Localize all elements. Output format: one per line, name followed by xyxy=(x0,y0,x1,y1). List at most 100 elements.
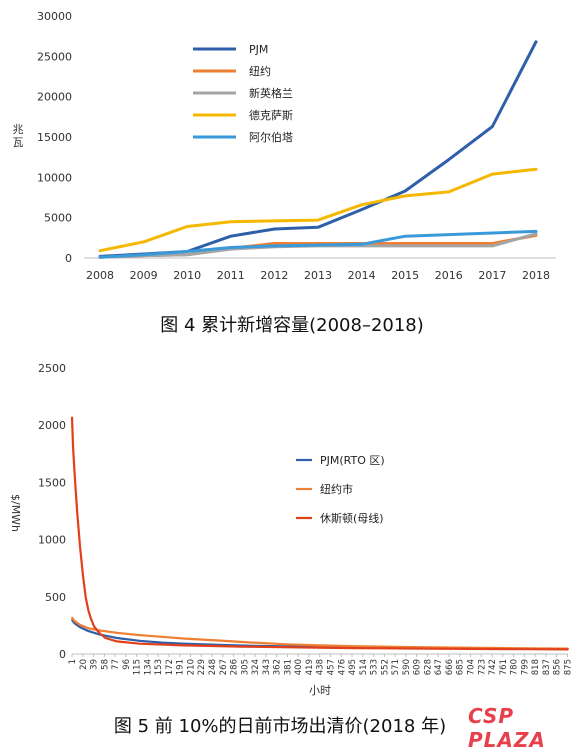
x-tick-label-799: 799 xyxy=(520,659,530,675)
data-point-1-7 xyxy=(161,636,163,638)
data-point-2-21 xyxy=(567,648,569,651)
data-point-2-7 xyxy=(404,244,407,248)
series-line-2 xyxy=(70,417,569,651)
data-point-1-0 xyxy=(71,616,73,619)
x-tick-label-381: 381 xyxy=(283,659,293,675)
x-tick-label-837: 837 xyxy=(542,659,552,675)
series-line-1 xyxy=(71,616,569,650)
y-tick-label-3: 1500 xyxy=(38,476,66,489)
x-axis-label: 小时 xyxy=(309,684,331,697)
x-tick-label-2015: 2015 xyxy=(391,269,419,282)
x-tick-label-115: 115 xyxy=(133,659,143,675)
data-point-3-7 xyxy=(404,194,407,198)
legend-label-0: PJM(RTO 区) xyxy=(320,454,385,467)
data-point-1-9 xyxy=(491,242,494,245)
x-tick-label-875: 875 xyxy=(563,659,573,675)
data-point-3-3 xyxy=(229,220,232,223)
y-tick-label-4: 20000 xyxy=(37,91,72,104)
x-tick-label-533: 533 xyxy=(370,659,380,675)
x-tick-label-2011: 2011 xyxy=(217,269,245,282)
y-tick-label-6: 30000 xyxy=(37,10,72,23)
data-point-2-17 xyxy=(354,647,356,649)
data-point-2-19 xyxy=(467,648,470,650)
y-tick-label-0: 0 xyxy=(59,648,66,661)
x-tick-label-267: 267 xyxy=(219,659,229,675)
data-point-2-18 xyxy=(410,647,413,650)
data-point-0-9 xyxy=(491,125,494,128)
x-tick-label-229: 229 xyxy=(197,659,207,675)
x-tick-label-1: 1 xyxy=(68,659,78,664)
data-point-1-12 xyxy=(320,644,322,647)
data-point-3-2 xyxy=(186,225,189,228)
x-tick-label-2016: 2016 xyxy=(435,269,463,282)
data-point-0-1 xyxy=(73,622,76,624)
data-point-2-8 xyxy=(447,244,450,248)
series-line-3 xyxy=(98,167,538,253)
x-tick-label-134: 134 xyxy=(143,659,153,675)
x-tick-label-438: 438 xyxy=(316,659,326,675)
x-tick-label-2009: 2009 xyxy=(130,269,158,282)
data-point-0-8 xyxy=(447,158,450,161)
x-tick-label-609: 609 xyxy=(413,659,423,675)
y-tick-label-1: 5000 xyxy=(44,212,72,225)
data-point-0-6 xyxy=(360,208,363,211)
chart-day-ahead-price: 0 500 1000 1500 2000 2500 1 20 39 58 77 96 115 134 153… xyxy=(9,362,573,697)
x-tick-label-685: 685 xyxy=(456,659,466,675)
data-point-2-10 xyxy=(98,632,101,635)
x-tick-label-324: 324 xyxy=(251,659,261,675)
watermark-logo: CSP PLAZA xyxy=(468,704,546,752)
data-point-2-10 xyxy=(534,232,538,235)
data-point-2-16 xyxy=(297,646,299,649)
data-point-1-2 xyxy=(79,624,81,626)
data-point-4-7 xyxy=(404,235,407,238)
x-tick-label-761: 761 xyxy=(499,659,509,675)
x-tick-label-818: 818 xyxy=(531,659,541,675)
data-point-3-1 xyxy=(142,240,145,244)
data-point-3-5 xyxy=(316,218,320,222)
data-point-2-12 xyxy=(115,640,118,643)
data-point-0-4 xyxy=(273,227,276,231)
x-tick-label-780: 780 xyxy=(510,659,520,675)
x-tick-label-286: 286 xyxy=(230,659,240,675)
data-point-0-8 xyxy=(184,642,186,645)
x-tick-label-191: 191 xyxy=(176,659,186,675)
data-point-3-9 xyxy=(491,172,494,176)
data-point-1-4 xyxy=(273,242,276,245)
data-point-2-9 xyxy=(93,625,95,628)
x-tick-label-514: 514 xyxy=(359,659,369,675)
data-point-2-7 xyxy=(87,609,90,612)
data-point-1-4 xyxy=(98,629,101,632)
data-point-2-20 xyxy=(524,648,526,650)
legend-label-0: PJM xyxy=(249,43,268,56)
x-tick-label-2018: 2018 xyxy=(522,269,550,282)
x-tick-label-723: 723 xyxy=(477,659,487,675)
figure5-caption: 图 5 前 10%的日前市场出清价(2018 年) xyxy=(113,716,447,737)
legend-label-4: 阿尔伯塔 xyxy=(249,130,293,144)
data-point-2-0 xyxy=(71,416,73,418)
legend-label-2: 新英格兰 xyxy=(249,86,293,100)
y-tick-label-0: 0 xyxy=(65,252,72,265)
x-tick-label-2012: 2012 xyxy=(260,269,288,282)
data-point-3-0 xyxy=(98,249,102,252)
data-point-3-8 xyxy=(447,190,450,194)
legend-label-1: 纽约市 xyxy=(320,482,353,496)
data-point-1-5 xyxy=(115,632,118,634)
legend-label-3: 德克萨斯 xyxy=(249,108,293,122)
data-point-1-9 xyxy=(218,639,220,642)
x-tick-label-343: 343 xyxy=(262,659,272,675)
data-point-0-2 xyxy=(79,626,81,628)
x-tick-label-362: 362 xyxy=(273,659,283,675)
data-point-2-2 xyxy=(186,253,189,256)
data-point-0-7 xyxy=(404,189,407,193)
y-tick-label-2: 10000 xyxy=(37,171,72,184)
x-tick-label-457: 457 xyxy=(326,659,336,675)
data-point-2-6 xyxy=(84,596,87,598)
figure4-caption: 图 4 累计新增容量(2008–2018) xyxy=(160,315,424,336)
data-point-4-10 xyxy=(534,230,538,233)
x-tick-label-647: 647 xyxy=(434,659,444,675)
x-tick-label-2014: 2014 xyxy=(348,269,376,282)
legend-label-2: 休斯顿(母线) xyxy=(320,511,384,525)
data-point-1-8 xyxy=(447,242,450,245)
data-point-0-6 xyxy=(138,640,141,642)
